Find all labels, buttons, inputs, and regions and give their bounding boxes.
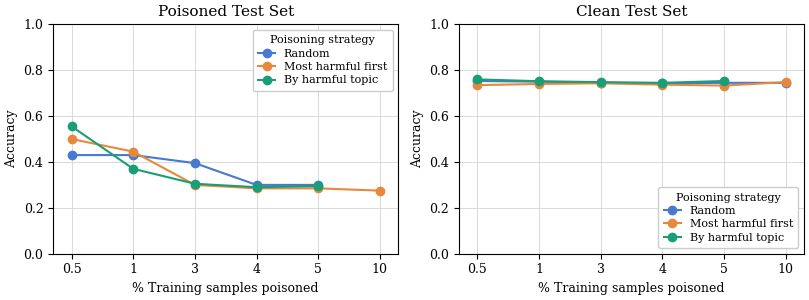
Legend: Random, Most harmful first, By harmful topic: Random, Most harmful first, By harmful t… bbox=[659, 187, 798, 248]
Line: Most harmful first: Most harmful first bbox=[473, 78, 790, 90]
By harmful topic bbox=[719, 79, 729, 83]
By harmful topic bbox=[67, 124, 77, 128]
Random bbox=[190, 161, 200, 165]
Most harmful first bbox=[375, 189, 384, 192]
Most harmful first bbox=[129, 150, 138, 153]
Random bbox=[252, 183, 261, 187]
Y-axis label: Accuracy: Accuracy bbox=[5, 110, 18, 168]
Line: By harmful topic: By harmful topic bbox=[473, 75, 728, 87]
Most harmful first bbox=[252, 187, 261, 190]
Line: Most harmful first: Most harmful first bbox=[67, 135, 384, 195]
Most harmful first bbox=[67, 137, 77, 141]
By harmful topic bbox=[129, 167, 138, 171]
Random bbox=[313, 183, 323, 187]
Random bbox=[472, 79, 482, 83]
Legend: Random, Most harmful first, By harmful topic: Random, Most harmful first, By harmful t… bbox=[252, 30, 392, 91]
Most harmful first bbox=[719, 84, 729, 87]
Title: Poisoned Test Set: Poisoned Test Set bbox=[158, 5, 294, 19]
Most harmful first bbox=[658, 83, 667, 86]
X-axis label: % Training samples poisoned: % Training samples poisoned bbox=[133, 282, 319, 295]
Y-axis label: Accuracy: Accuracy bbox=[411, 110, 424, 168]
By harmful topic bbox=[658, 81, 667, 85]
Line: Random: Random bbox=[473, 77, 790, 88]
X-axis label: % Training samples poisoned: % Training samples poisoned bbox=[538, 282, 725, 295]
By harmful topic bbox=[190, 182, 200, 186]
By harmful topic bbox=[252, 185, 261, 189]
Random bbox=[595, 81, 605, 85]
Random bbox=[67, 153, 77, 157]
Most harmful first bbox=[313, 187, 323, 190]
By harmful topic bbox=[472, 78, 482, 81]
Most harmful first bbox=[472, 83, 482, 87]
Random bbox=[719, 81, 729, 85]
Random bbox=[129, 153, 138, 157]
Most harmful first bbox=[781, 80, 790, 84]
By harmful topic bbox=[595, 80, 605, 84]
By harmful topic bbox=[313, 184, 323, 188]
Random bbox=[781, 81, 790, 85]
Random bbox=[658, 82, 667, 85]
Line: By harmful topic: By harmful topic bbox=[67, 122, 322, 191]
By harmful topic bbox=[534, 80, 544, 83]
Most harmful first bbox=[595, 82, 605, 85]
Most harmful first bbox=[190, 183, 200, 187]
Random bbox=[534, 80, 544, 83]
Most harmful first bbox=[534, 82, 544, 86]
Title: Clean Test Set: Clean Test Set bbox=[576, 5, 687, 19]
Line: Random: Random bbox=[67, 151, 322, 189]
